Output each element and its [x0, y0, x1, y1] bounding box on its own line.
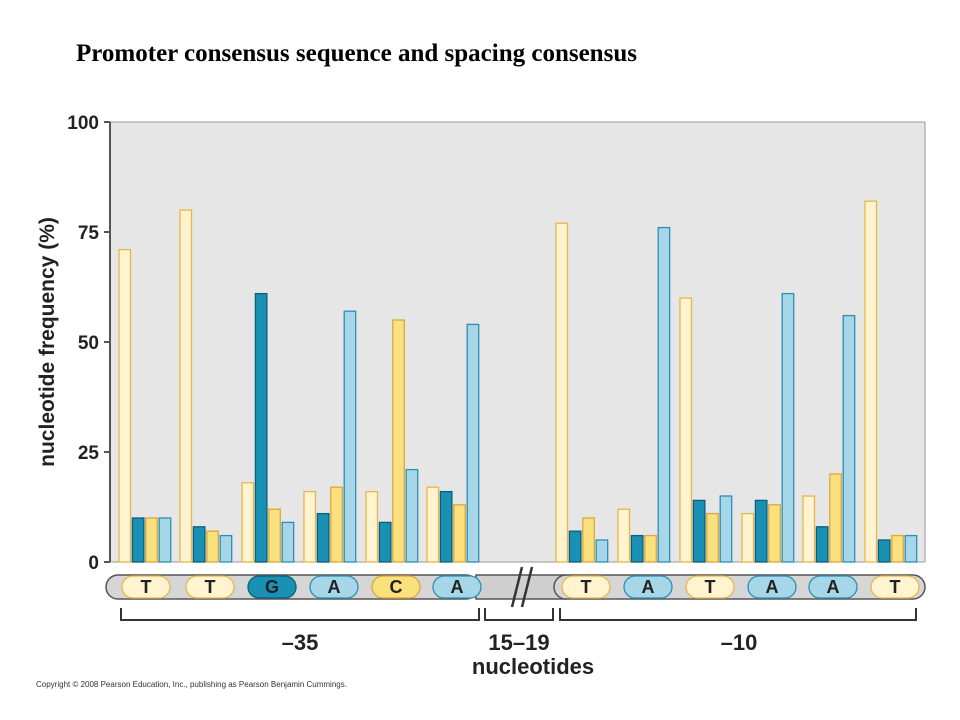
strip-base-segment: [808, 575, 858, 599]
y-tick-label: 100: [67, 113, 99, 134]
bar-c-pos5: [392, 319, 405, 563]
strip-base-segment: [121, 575, 171, 599]
y-ticks: 0 25 50 75 100: [67, 113, 110, 574]
bar-t-pos5: [365, 490, 379, 563]
bar-a-pos9: [719, 495, 733, 563]
strip-spacer-bg: [475, 574, 567, 600]
bar-c-pos12: [891, 534, 904, 563]
bar-a-pos6: [466, 323, 480, 563]
bar-g-pos7: [568, 530, 582, 563]
bar-a-pos7: [595, 539, 609, 563]
strip-base-letter: A: [451, 577, 464, 597]
bar-g-pos11: [815, 526, 829, 563]
strip-base-letter: T: [890, 577, 901, 597]
spacer-label: 15–19: [488, 630, 549, 655]
bar-g-pos12: [877, 539, 891, 563]
y-tick-label: 0: [88, 553, 99, 574]
bar-a-pos12: [904, 534, 918, 563]
bar-c-pos9: [706, 512, 719, 563]
bar-t-pos10: [741, 512, 755, 563]
bar-c-pos2: [206, 530, 219, 563]
bar-t-pos12: [864, 200, 878, 563]
break-mark-right: [520, 566, 534, 608]
bar-a-pos3: [281, 521, 295, 563]
strip-base-letter: C: [390, 577, 403, 597]
strip-base-segment: [432, 575, 482, 599]
bar-t-pos9: [679, 297, 693, 563]
strip-base-letter: T: [205, 577, 216, 597]
bar-c-pos3: [268, 508, 281, 563]
bar-g-pos3: [254, 292, 268, 563]
bar-g-pos2: [192, 526, 206, 563]
bar-t-pos4: [303, 490, 317, 563]
bar-t-pos8: [617, 508, 631, 563]
bar-a-pos8: [657, 226, 671, 563]
bar-g-pos6: [439, 490, 453, 563]
bar-c-pos11: [829, 473, 842, 563]
bracket-minus35: [120, 608, 480, 621]
strip-base-segment: [371, 575, 421, 599]
break-mark-left: [510, 566, 524, 608]
y-tick-label: 25: [78, 443, 100, 464]
strip-base-segment: [309, 575, 359, 599]
y-tick-label: 75: [78, 223, 100, 244]
copyright-notice: Copyright © 2008 Pearson Education, Inc.…: [36, 680, 347, 689]
bar-t-pos11: [802, 495, 816, 563]
bar-c-pos8: [644, 534, 657, 563]
strip-base-letter: A: [827, 577, 840, 597]
bar-c-pos1: [145, 517, 158, 563]
strip-base-letter: T: [581, 577, 592, 597]
strip-base-letter: T: [705, 577, 716, 597]
strip-base-segment: [685, 575, 735, 599]
strip-base-segment: [247, 575, 297, 599]
bar-t-pos3: [241, 482, 255, 563]
bracket-minus10: [559, 608, 917, 621]
bar-c-pos7: [582, 517, 595, 563]
strip-base-segment: [747, 575, 797, 599]
strip-base-segment: [185, 575, 235, 599]
bar-a-pos4: [343, 310, 357, 563]
region-label-minus10: –10: [721, 630, 758, 655]
bar-g-pos9: [692, 499, 706, 563]
y-tick-label: 50: [78, 333, 99, 354]
bar-a-pos2: [219, 534, 233, 563]
strip-base-letter: G: [265, 577, 279, 597]
strip-base-letter: T: [141, 577, 152, 597]
bar-t-pos1: [118, 248, 132, 563]
bar-a-pos11: [842, 314, 856, 563]
page-title: Promoter consensus sequence and spacing …: [76, 40, 637, 67]
bars-group: [118, 200, 918, 563]
bar-t-pos6: [426, 486, 440, 563]
bar-c-pos6: [453, 504, 466, 563]
bar-g-pos1: [131, 517, 145, 563]
bar-t-pos7: [555, 222, 569, 563]
region-brackets: [120, 608, 917, 621]
strip-base-segment: [561, 575, 611, 599]
strip-base-segment: [870, 575, 920, 599]
bar-g-pos4: [316, 512, 330, 563]
strip-base-letter: A: [328, 577, 341, 597]
bar-c-pos10: [768, 504, 781, 563]
bar-c-pos4: [330, 486, 343, 563]
bracket-spacer: [484, 608, 554, 621]
bar-a-pos5: [405, 468, 419, 563]
bar-t-pos2: [179, 209, 193, 563]
bar-a-pos10: [781, 292, 795, 563]
y-axis-label: nucleotide frequency (%): [36, 217, 59, 467]
bar-g-pos5: [378, 521, 392, 563]
strip-base-letter: A: [766, 577, 779, 597]
bar-a-pos1: [158, 517, 172, 563]
strip-base-letter: A: [642, 577, 655, 597]
region-label-minus35: –35: [282, 630, 319, 655]
bar-g-pos8: [630, 534, 644, 563]
strip-base-segment: [623, 575, 673, 599]
spacer-sublabel: nucleotides: [472, 654, 594, 679]
bar-g-pos10: [754, 499, 768, 563]
